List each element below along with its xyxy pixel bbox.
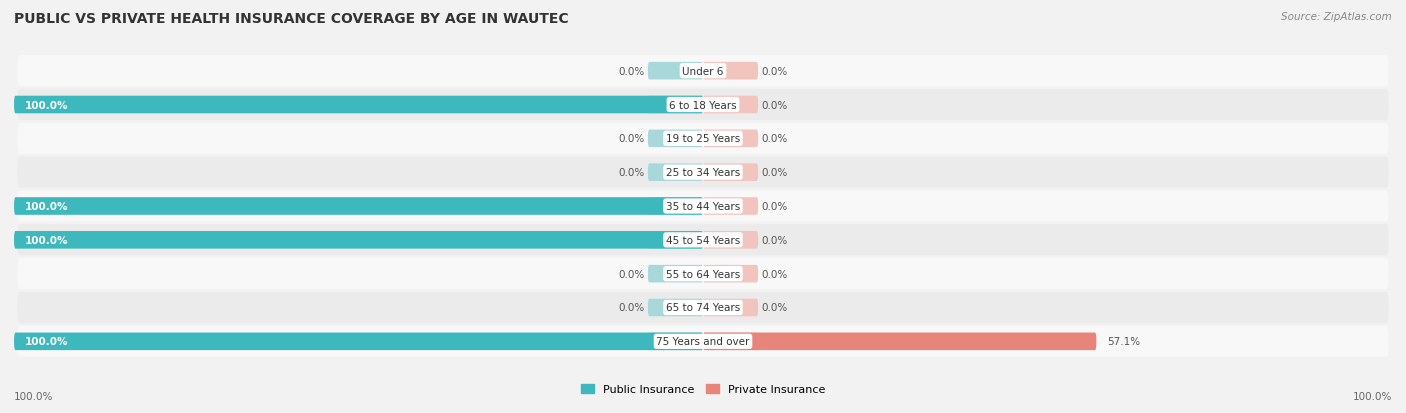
Text: 0.0%: 0.0% <box>619 269 644 279</box>
Text: 100.0%: 100.0% <box>24 202 67 211</box>
Legend: Public Insurance, Private Insurance: Public Insurance, Private Insurance <box>576 380 830 399</box>
Text: 100.0%: 100.0% <box>1353 391 1392 401</box>
FancyBboxPatch shape <box>648 97 703 114</box>
FancyBboxPatch shape <box>703 97 758 114</box>
FancyBboxPatch shape <box>17 157 1389 188</box>
Text: 100.0%: 100.0% <box>24 337 67 347</box>
Text: 0.0%: 0.0% <box>762 303 787 313</box>
Text: 65 to 74 Years: 65 to 74 Years <box>666 303 740 313</box>
FancyBboxPatch shape <box>648 231 703 249</box>
FancyBboxPatch shape <box>17 56 1389 87</box>
FancyBboxPatch shape <box>648 299 703 316</box>
Text: 100.0%: 100.0% <box>14 391 53 401</box>
Text: 55 to 64 Years: 55 to 64 Years <box>666 269 740 279</box>
Text: 100.0%: 100.0% <box>24 100 67 110</box>
FancyBboxPatch shape <box>703 164 758 182</box>
FancyBboxPatch shape <box>17 90 1389 121</box>
FancyBboxPatch shape <box>703 299 758 316</box>
FancyBboxPatch shape <box>648 63 703 80</box>
Text: 0.0%: 0.0% <box>619 168 644 178</box>
FancyBboxPatch shape <box>703 198 758 215</box>
Text: 0.0%: 0.0% <box>762 66 787 76</box>
FancyBboxPatch shape <box>648 164 703 182</box>
FancyBboxPatch shape <box>17 259 1389 290</box>
Text: 0.0%: 0.0% <box>619 66 644 76</box>
FancyBboxPatch shape <box>648 333 703 350</box>
Text: 0.0%: 0.0% <box>762 168 787 178</box>
Text: 6 to 18 Years: 6 to 18 Years <box>669 100 737 110</box>
FancyBboxPatch shape <box>14 333 703 350</box>
Text: 75 Years and over: 75 Years and over <box>657 337 749 347</box>
Text: 19 to 25 Years: 19 to 25 Years <box>666 134 740 144</box>
Text: 0.0%: 0.0% <box>762 269 787 279</box>
Text: Under 6: Under 6 <box>682 66 724 76</box>
FancyBboxPatch shape <box>703 130 758 148</box>
Text: PUBLIC VS PRIVATE HEALTH INSURANCE COVERAGE BY AGE IN WAUTEC: PUBLIC VS PRIVATE HEALTH INSURANCE COVER… <box>14 12 568 26</box>
FancyBboxPatch shape <box>703 333 1097 350</box>
FancyBboxPatch shape <box>17 225 1389 256</box>
FancyBboxPatch shape <box>17 191 1389 222</box>
Text: 0.0%: 0.0% <box>762 202 787 211</box>
FancyBboxPatch shape <box>703 231 758 249</box>
FancyBboxPatch shape <box>14 97 703 114</box>
Text: 57.1%: 57.1% <box>1107 337 1140 347</box>
FancyBboxPatch shape <box>17 326 1389 357</box>
FancyBboxPatch shape <box>17 292 1389 323</box>
FancyBboxPatch shape <box>17 123 1389 154</box>
Text: 100.0%: 100.0% <box>24 235 67 245</box>
FancyBboxPatch shape <box>14 231 703 249</box>
FancyBboxPatch shape <box>14 198 703 215</box>
Text: 0.0%: 0.0% <box>762 235 787 245</box>
FancyBboxPatch shape <box>703 63 758 80</box>
Text: 0.0%: 0.0% <box>619 303 644 313</box>
FancyBboxPatch shape <box>648 198 703 215</box>
Text: 25 to 34 Years: 25 to 34 Years <box>666 168 740 178</box>
FancyBboxPatch shape <box>703 265 758 283</box>
FancyBboxPatch shape <box>703 333 758 350</box>
Text: 0.0%: 0.0% <box>762 100 787 110</box>
Text: 0.0%: 0.0% <box>619 134 644 144</box>
Text: Source: ZipAtlas.com: Source: ZipAtlas.com <box>1281 12 1392 22</box>
Text: 35 to 44 Years: 35 to 44 Years <box>666 202 740 211</box>
FancyBboxPatch shape <box>648 265 703 283</box>
Text: 45 to 54 Years: 45 to 54 Years <box>666 235 740 245</box>
FancyBboxPatch shape <box>648 130 703 148</box>
Text: 0.0%: 0.0% <box>762 134 787 144</box>
